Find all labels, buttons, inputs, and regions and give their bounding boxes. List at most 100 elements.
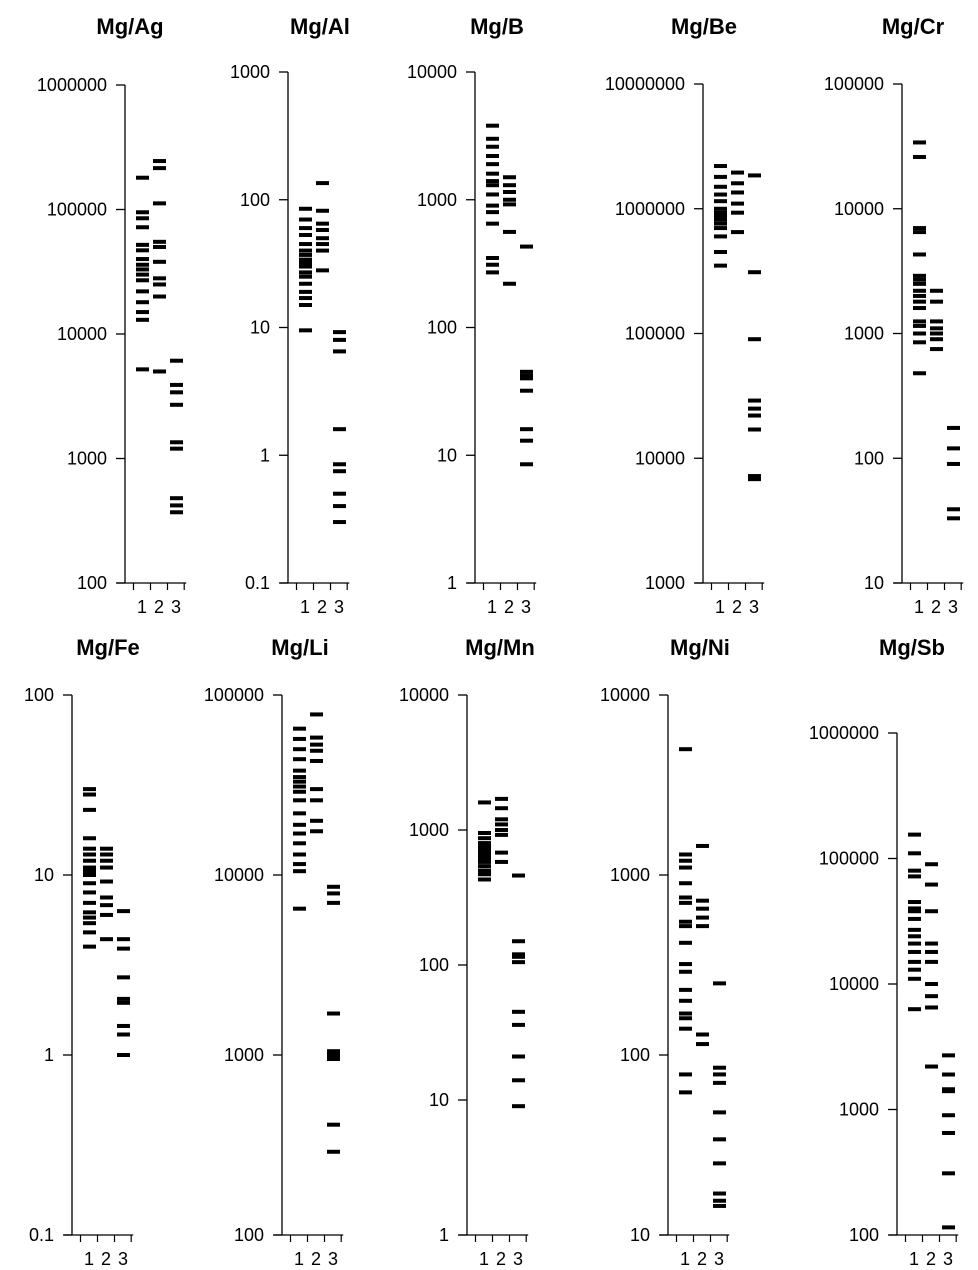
data-dash [293, 775, 306, 780]
x-tick-label: 3 [521, 597, 531, 617]
data-dash [696, 898, 709, 903]
data-dash [170, 503, 183, 508]
data-dash [731, 201, 744, 206]
data-dash [117, 909, 130, 914]
data-dash [310, 787, 323, 792]
data-dash [170, 440, 183, 445]
data-dash [908, 927, 921, 932]
data-dash [478, 864, 491, 869]
y-tick-label: 10 [630, 1225, 650, 1245]
data-dash [316, 221, 329, 226]
data-dash [714, 210, 727, 215]
data-dash [293, 789, 306, 794]
data-dash [299, 206, 312, 211]
data-dash [83, 852, 96, 857]
data-dash [908, 868, 921, 873]
data-dash [170, 382, 183, 387]
y-tick-label: 10000 [214, 865, 264, 885]
data-dash [679, 940, 692, 945]
y-tick-label: 1 [439, 1225, 449, 1245]
data-dash [503, 175, 516, 180]
data-dash [83, 921, 96, 926]
data-dash [503, 281, 516, 286]
data-dash [136, 242, 149, 247]
data-dash [316, 181, 329, 186]
data-dash [679, 919, 692, 924]
data-dash [731, 230, 744, 235]
data-dash [908, 976, 921, 981]
data-dash [299, 270, 312, 275]
x-tick-label: 1 [84, 1249, 94, 1269]
data-dash [117, 946, 130, 951]
data-dash [478, 853, 491, 858]
data-dash [100, 937, 113, 942]
data-dash [925, 1064, 938, 1069]
data-dash [316, 268, 329, 273]
data-dash [713, 1198, 726, 1203]
data-dash [714, 217, 727, 222]
x-tick-label: 2 [732, 597, 742, 617]
data-dash [293, 906, 306, 911]
data-dash [696, 906, 709, 911]
data-dash [136, 175, 149, 180]
data-dash [299, 264, 312, 269]
y-tick-label: 100000 [819, 849, 879, 869]
y-tick-label: 100 [427, 318, 457, 338]
data-dash [478, 859, 491, 864]
data-dash [495, 828, 508, 832]
data-dash [942, 1225, 955, 1230]
data-dash [512, 873, 525, 878]
data-dash [170, 390, 183, 395]
data-dash [503, 189, 516, 194]
data-dash [679, 895, 692, 900]
data-dash [478, 800, 491, 805]
data-dash [117, 996, 130, 1001]
y-tick-label: 1000 [645, 573, 685, 593]
data-dash [942, 1130, 955, 1135]
x-tick-label: 3 [171, 597, 181, 617]
data-dash [908, 934, 921, 939]
data-dash [299, 296, 312, 301]
data-dash [117, 1032, 130, 1037]
data-dash [520, 427, 533, 432]
data-dash [299, 232, 312, 237]
panel-mg-be: Mg/Be 1000 10000 100000 1000000 10000000 1 2 3 [605, 14, 765, 617]
data-dash [153, 259, 166, 264]
data-dash [83, 910, 96, 915]
data-dash [136, 248, 149, 253]
data-dash [679, 969, 692, 974]
data-dash [327, 1049, 340, 1054]
data-dash [310, 742, 323, 747]
data-dash [83, 890, 96, 895]
data-dash [478, 831, 491, 836]
data-dash [713, 981, 726, 986]
data-dash [327, 1057, 340, 1062]
data-dash [947, 446, 960, 451]
data-dash [512, 1022, 525, 1027]
data-dash [913, 226, 926, 231]
data-dash [299, 257, 312, 262]
data-dash [748, 477, 761, 482]
data-dash [299, 252, 312, 257]
data-dash [714, 226, 727, 231]
data-dash [486, 144, 499, 149]
data-dash [486, 192, 499, 197]
data-dash [714, 221, 727, 226]
data-dash [908, 967, 921, 972]
data-dash [925, 1005, 938, 1010]
data-dash [310, 748, 323, 753]
data-dash [696, 915, 709, 920]
data-dash [930, 299, 943, 304]
data-dash [947, 516, 960, 521]
data-dash [117, 1053, 130, 1057]
data-dash [913, 371, 926, 376]
data-dash [913, 230, 926, 235]
data-dash [913, 331, 926, 336]
y-tick-label: 100000 [47, 200, 107, 220]
data-dash [478, 841, 491, 846]
data-dash [136, 257, 149, 262]
